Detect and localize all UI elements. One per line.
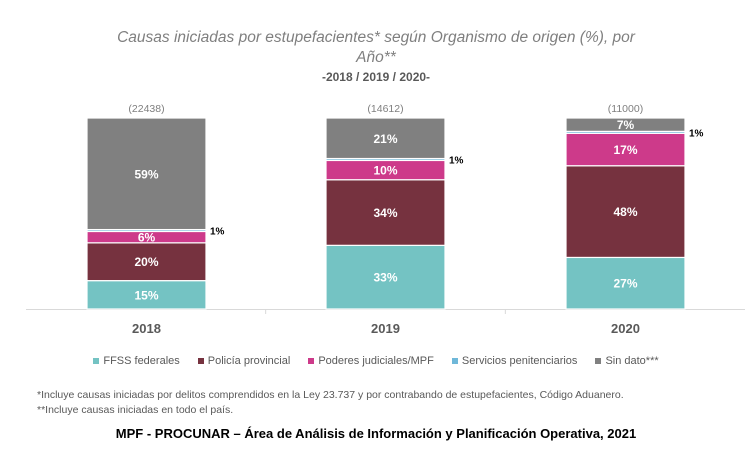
data-label: 6% <box>138 231 156 245</box>
legend-swatch <box>93 358 100 364</box>
data-label: 59% <box>134 167 158 181</box>
bar-total-label: (14612) <box>367 103 403 115</box>
data-label: 21% <box>373 132 397 146</box>
data-label: 1% <box>210 227 225 238</box>
legend-swatch <box>308 358 315 364</box>
legend-item: FFSS federales <box>93 355 180 367</box>
data-label: 10% <box>373 164 397 178</box>
legend-label: Servicios penitenciarios <box>461 355 578 367</box>
chart-subtitle: -2018 / 2019 / 2020- <box>321 70 431 84</box>
data-label: 33% <box>373 271 397 285</box>
chart-title-line-1: Causas iniciadas por estupefacientes* se… <box>117 29 635 46</box>
bar-segment-2018-0 <box>86 280 207 310</box>
data-label: 27% <box>613 277 637 291</box>
source-credit: MPF - PROCUNAR – Área de Análisis de Inf… <box>115 426 637 441</box>
data-label: 20% <box>134 255 158 269</box>
legend-item: Policía provincial <box>197 355 291 367</box>
legend-swatch <box>197 358 204 364</box>
legend: FFSS federales Policía provincial Poderes … <box>0 355 752 367</box>
legend-label: Sin dato*** <box>605 355 659 367</box>
data-label: 7% <box>617 118 635 132</box>
data-label: 1% <box>449 155 464 166</box>
bar-segment-2019-0 <box>325 244 446 310</box>
bar-segment-2020-2 <box>565 132 686 167</box>
legend-swatch <box>595 358 602 364</box>
data-label: 34% <box>373 206 397 220</box>
x-tick-label: 2020 <box>611 321 640 336</box>
bar-segment-2018-1 <box>86 242 207 282</box>
footnote-1: *Incluye causas iniciadas por delitos co… <box>37 389 624 401</box>
legend-item: Poderes judiciales/MPF <box>308 355 434 367</box>
data-label: 15% <box>134 288 158 302</box>
stacked-bar-chart: 15% 20% 6% 1% 59% (22438) 2018 33% 34% 10% 1% 21% (1… <box>26 103 745 336</box>
bar-segment-2019-1 <box>325 179 446 246</box>
bar-total-label: (22438) <box>128 103 164 115</box>
legend-label: Poderes judiciales/MPF <box>318 355 434 367</box>
x-tick-label: 2018 <box>132 321 161 336</box>
data-label: 48% <box>613 205 637 219</box>
legend-item: Sin dato*** <box>595 355 659 367</box>
legend-label: FFSS federales <box>103 355 180 367</box>
x-tick-label: 2019 <box>371 321 400 336</box>
bar-total-label: (11000) <box>608 103 643 115</box>
legend-swatch <box>451 358 458 364</box>
legend-label: Policía provincial <box>207 355 291 367</box>
footnote-2: **Incluye causas iniciadas en todo el pa… <box>37 404 234 416</box>
legend-item: Servicios penitenciarios <box>451 355 578 367</box>
bar-segment-2019-4 <box>325 117 446 160</box>
chart-title-line-2: Año** <box>356 49 396 66</box>
bar-segment-2020-1 <box>565 165 686 259</box>
bar-segment-2020-4 <box>565 117 686 132</box>
bar-segment-2018-4 <box>86 117 207 231</box>
data-label: 17% <box>613 143 637 157</box>
data-label: 1% <box>689 128 704 139</box>
